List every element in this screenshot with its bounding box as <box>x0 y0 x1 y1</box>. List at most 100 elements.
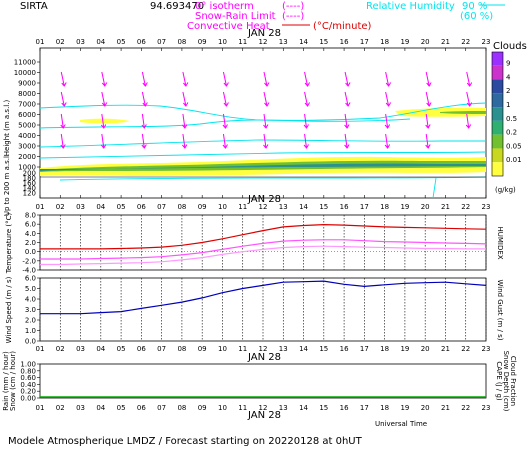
wind-arrow <box>263 113 267 129</box>
wind-arrow <box>344 91 349 107</box>
colorbar-segment <box>492 134 503 149</box>
hour-label: 02 <box>56 404 65 412</box>
hour-label: 14 <box>299 404 308 412</box>
cloud-date-label-bottom: JAN 28 <box>247 194 281 205</box>
hour-label: 06 <box>137 203 146 211</box>
wind-arrow <box>385 133 389 149</box>
wind-arrow <box>344 133 348 149</box>
wind-arrowhead <box>100 144 107 149</box>
hour-label: 02 <box>56 38 65 46</box>
height-tick-label: 9000 <box>18 80 36 88</box>
wind-arrowhead <box>425 144 431 149</box>
hour-label: 15 <box>319 404 328 412</box>
height-tick-label: 7000 <box>18 101 36 109</box>
wind-arrow <box>222 133 226 149</box>
legend-rh: Relative Humidity <box>366 1 455 12</box>
colorbar-segment <box>492 65 503 80</box>
temperature-tick-label: 8.0 <box>25 212 36 220</box>
temperature-tick-label: 0.0 <box>25 248 36 256</box>
wind-arrow <box>304 113 308 129</box>
precip-panel-frame <box>39 363 487 399</box>
hour-label: 11 <box>238 203 247 211</box>
hour-label: 16 <box>340 345 349 353</box>
wind-arrow <box>182 133 186 149</box>
cloud-patch-right-core <box>440 111 486 114</box>
wind-arrowhead <box>466 102 473 107</box>
wind-arrow <box>101 71 106 87</box>
hour-label: 13 <box>279 203 288 211</box>
cloud-patch-left <box>80 118 130 124</box>
wind-arrowhead <box>426 102 432 107</box>
hour-label: 04 <box>96 38 105 46</box>
wind-arrow <box>425 133 429 149</box>
precip-tick-label: 1.00 <box>20 361 36 369</box>
wind-arrowhead <box>183 102 189 107</box>
wind-arrow <box>466 113 470 129</box>
wind-arrow <box>385 91 390 107</box>
wind-arrowhead <box>304 82 310 87</box>
height-tick-label: 3000 <box>18 143 36 151</box>
height-tick-label: 5000 <box>18 122 36 130</box>
hour-label: 09 <box>198 38 207 46</box>
rh-contour-3 <box>39 139 486 148</box>
hour-label: 09 <box>198 345 207 353</box>
wind-arrowhead <box>101 102 108 107</box>
wind-date-label: JAN 28 <box>247 352 281 363</box>
hour-label: 01 <box>36 203 45 211</box>
hour-label: 20 <box>421 38 430 46</box>
temperature-tick-label: 2.0 <box>25 239 36 247</box>
hour-label: 13 <box>279 345 288 353</box>
height-ylabel: Height (m a.s.l.) <box>3 100 11 157</box>
hour-label: 19 <box>400 345 409 353</box>
height-tick-label: 6000 <box>18 111 36 119</box>
hour-label: 02 <box>56 345 65 353</box>
wind-arrow <box>263 91 268 107</box>
precip-tick-label: 0.20 <box>20 388 36 396</box>
hour-label: 17 <box>360 404 369 412</box>
hour-label: 21 <box>441 203 450 211</box>
hour-label: 05 <box>117 345 126 353</box>
hour-label: 12 <box>259 404 268 412</box>
hour-label: 07 <box>157 345 166 353</box>
wind-arrowhead <box>466 82 473 87</box>
wind-arrow <box>466 91 471 107</box>
model-caption: Modele Atmospherique LMDZ / Forecast sta… <box>8 436 363 447</box>
wind-arrow <box>222 71 227 87</box>
rh-contour-2 <box>39 118 411 129</box>
wind-arrow <box>60 71 65 87</box>
wind-arrowhead <box>345 82 351 87</box>
precip-tick-label: 0.80 <box>20 367 36 375</box>
rh-contour-6 <box>432 177 437 199</box>
wind-arrowhead <box>61 102 67 107</box>
hour-label: 17 <box>360 38 369 46</box>
temperature-line <box>40 245 486 266</box>
wind-arrow <box>141 71 146 87</box>
site-label: SIRTA <box>20 1 48 12</box>
wind-arrowhead <box>264 82 270 87</box>
colorbar-tick-label: 0.01 <box>506 156 522 164</box>
wind-speed-ylabel: Wind Speed (m / s) <box>5 276 13 343</box>
temperature-tick-label: -2.0 <box>22 257 36 265</box>
precip-tick-label: 0.60 <box>20 374 36 382</box>
legend-isotherm: 0° isotherm <box>195 1 254 12</box>
hour-label: 09 <box>198 203 207 211</box>
wind-arrowhead <box>222 144 228 149</box>
hour-label: 23 <box>482 345 491 353</box>
rain-ylabel: Rain (mm / hour) <box>2 351 10 411</box>
wind-arrowhead <box>303 144 309 149</box>
colorbar-segment <box>492 120 503 135</box>
wind-arrow <box>60 91 65 107</box>
hour-label: 10 <box>218 345 227 353</box>
hour-label: 11 <box>238 404 247 412</box>
wind-arrow <box>222 91 227 107</box>
colorbar-tick-label: 0.5 <box>506 115 517 123</box>
low-height-tick-label: 180 <box>23 175 36 183</box>
wind-arrowhead <box>345 102 351 107</box>
hour-label: 10 <box>218 38 227 46</box>
wind-arrow <box>263 133 267 149</box>
wind-arrow <box>141 113 145 129</box>
hour-label: 11 <box>238 38 247 46</box>
legend-rh-60: (60 %) <box>460 11 493 22</box>
hour-label: 22 <box>461 345 470 353</box>
hour-label: 13 <box>279 404 288 412</box>
